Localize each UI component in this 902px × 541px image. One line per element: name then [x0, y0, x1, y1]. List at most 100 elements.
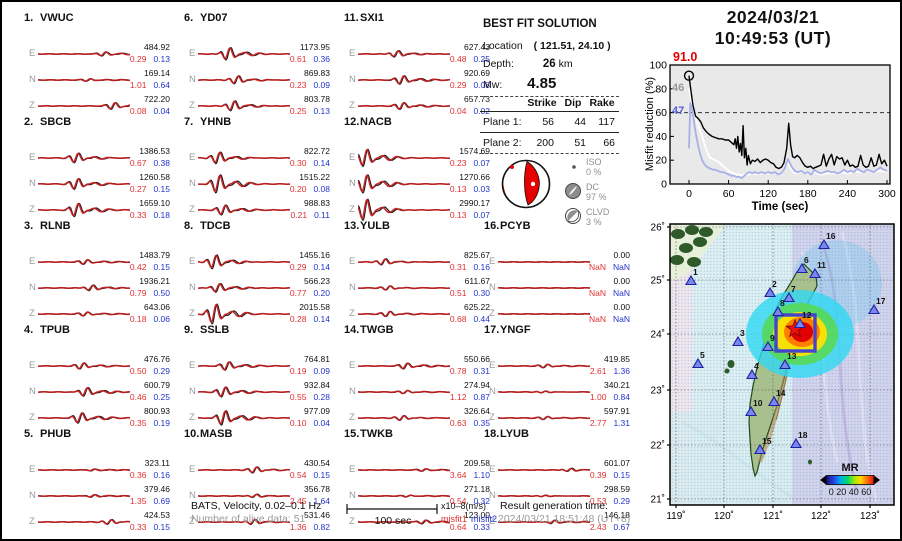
component-label: N	[489, 386, 496, 397]
station-block-TWKB: 15.TWKB E 209.58 3.64 1.10 N 271.18 0.54 0.32 Z 12…	[340, 426, 492, 532]
waveform-trace	[498, 415, 590, 421]
component-values: 822.72 0.30 0.14	[289, 146, 330, 168]
plane1-dip: 44	[574, 116, 586, 128]
component-row-N: N 1936.21 0.79 0.50	[20, 275, 170, 301]
svg-text:14: 14	[776, 388, 786, 398]
component-label: E	[489, 464, 496, 475]
component-label: E	[189, 360, 196, 371]
waveform-trace	[358, 468, 450, 472]
component-label: N	[189, 74, 196, 85]
map-station-2	[764, 286, 776, 298]
svg-text:6: 6	[804, 255, 809, 265]
component-row-N: N 566.23 0.77 0.20	[180, 275, 330, 301]
component-label: N	[349, 282, 356, 293]
waveform-trace	[38, 311, 130, 317]
component-values: 298.59 0.53 0.29	[589, 484, 630, 506]
component-values: 627.43 0.48 0.25	[449, 42, 490, 64]
svg-text:11: 11	[817, 260, 826, 270]
station-block-TDCB: 8. TDCB E 1455.16 0.29 0.14 N 566.23 0.77 0.20 Z 20…	[180, 218, 332, 325]
component-values: 869.83 0.23 0.09	[289, 68, 330, 90]
component-values: 326.64 0.63 0.35	[449, 406, 490, 428]
svg-text:12: 12	[802, 310, 812, 320]
divider	[480, 111, 619, 112]
station-block-TWGB: 14.TWGB E 550.66 0.78 0.31 N 274.94 1.12 0.87 Z 32…	[340, 322, 492, 428]
component-values: 476.76 0.50 0.29	[129, 354, 170, 376]
component-row-N: N 1260.58 0.27 0.15	[20, 171, 170, 197]
component-row-Z: Z 2990.17 0.13 0.07	[340, 197, 490, 223]
svg-text:17: 17	[876, 296, 886, 306]
component-values: 146.18 2.43 0.67	[589, 510, 630, 532]
dc-pct: 97 %	[586, 192, 607, 202]
component-row-E: E 0.00 NaN NaN	[480, 249, 630, 275]
map-station-3	[732, 335, 744, 347]
mw-label: Mw:	[483, 79, 503, 91]
clvd-pct: 3 %	[586, 217, 602, 227]
component-row-Z: Z 531.46 1.36 0.82	[180, 509, 330, 535]
station-block-VWUC: 1. VWUC E 484.92 0.29 0.13 N 169.14 1.01 0.64 Z 722…	[20, 10, 172, 116]
component-row-Z: Z 643.06 0.18 0.06	[20, 301, 170, 327]
waveform-trace	[498, 287, 590, 289]
component-values: 1455.16 0.29 0.14	[289, 250, 330, 272]
component-row-E: E 1483.79 0.42 0.15	[20, 249, 170, 275]
component-values: 657.73 0.04 0.02	[449, 94, 490, 116]
component-row-Z: Z 722.20 0.08 0.04	[20, 93, 170, 119]
map-station-13	[779, 358, 791, 370]
station-block-PCYB: 16.PCYB E 0.00 NaN NaN N 0.00 NaN NaN Z 0.00 NaN NaN	[480, 218, 632, 324]
component-label: Z	[489, 308, 495, 319]
svg-text:13: 13	[787, 351, 797, 361]
waveform-trace	[358, 198, 450, 222]
component-row-Z: Z 2015.58 0.28 0.14	[180, 301, 330, 327]
depth-unit: km	[558, 58, 573, 70]
waveform-trace	[38, 202, 130, 218]
component-label: N	[29, 386, 36, 397]
waveform-trace	[358, 148, 450, 168]
svg-text:24˚: 24˚	[651, 329, 665, 341]
svg-text:47: 47	[672, 105, 684, 117]
component-row-E: E 550.66 0.78 0.31	[340, 353, 490, 379]
component-label: Z	[349, 100, 355, 111]
waveform-trace	[198, 466, 290, 474]
map-station-17	[868, 303, 880, 315]
component-row-Z: Z 597.91 2.77 1.31	[480, 405, 630, 431]
svg-text:20: 20	[655, 155, 667, 167]
station-title: 12.NACB	[344, 116, 392, 128]
waveform-trace	[38, 412, 130, 424]
waveform-trace	[358, 310, 450, 318]
component-row-Z: Z 0.00 NaN NaN	[480, 301, 630, 327]
component-row-N: N 932.84 0.55 0.28	[180, 379, 330, 405]
waveform-trace	[198, 204, 290, 216]
component-row-Z: Z 424.53 0.33 0.15	[20, 509, 170, 535]
waveform-trace	[198, 100, 290, 112]
svg-text:40: 40	[655, 131, 667, 143]
station-title: 17.YNGF	[484, 324, 531, 336]
component-values: 1483.79 0.42 0.15	[129, 250, 170, 272]
component-row-N: N 356.78 2.45 1.64	[180, 483, 330, 509]
component-label: N	[349, 386, 356, 397]
svg-text:18: 18	[798, 430, 808, 440]
component-values: 611.67 0.51 0.30	[449, 276, 490, 298]
location-value: ( 121.51, 24.10 )	[533, 40, 611, 52]
svg-text:5: 5	[700, 350, 705, 360]
component-row-Z: Z 625.22 0.68 0.44	[340, 301, 490, 327]
component-label: Z	[29, 308, 35, 319]
component-label: E	[29, 360, 36, 371]
waveform-trace	[198, 254, 290, 270]
component-label: Z	[29, 100, 35, 111]
component-row-N: N 869.83 0.23 0.09	[180, 67, 330, 93]
station-title: 2. SBCB	[24, 116, 72, 128]
svg-text:300: 300	[878, 188, 896, 200]
component-label: Z	[189, 204, 195, 215]
svg-text:8: 8	[780, 298, 785, 308]
col-strike: Strike	[527, 97, 557, 109]
component-values: 340.21 1.00 0.84	[589, 380, 630, 402]
waveform-trace	[358, 519, 450, 525]
station-title: 10.MASB	[184, 428, 233, 440]
component-values: 356.78 2.45 1.64	[289, 484, 330, 506]
component-label: E	[189, 152, 196, 163]
result-time-label: Result generation time:	[500, 500, 608, 512]
component-label: N	[489, 282, 496, 293]
waveform-trace	[358, 414, 450, 421]
svg-text:Misfit reduction (%): Misfit reduction (%)	[644, 77, 656, 171]
dc-icon	[565, 183, 581, 199]
